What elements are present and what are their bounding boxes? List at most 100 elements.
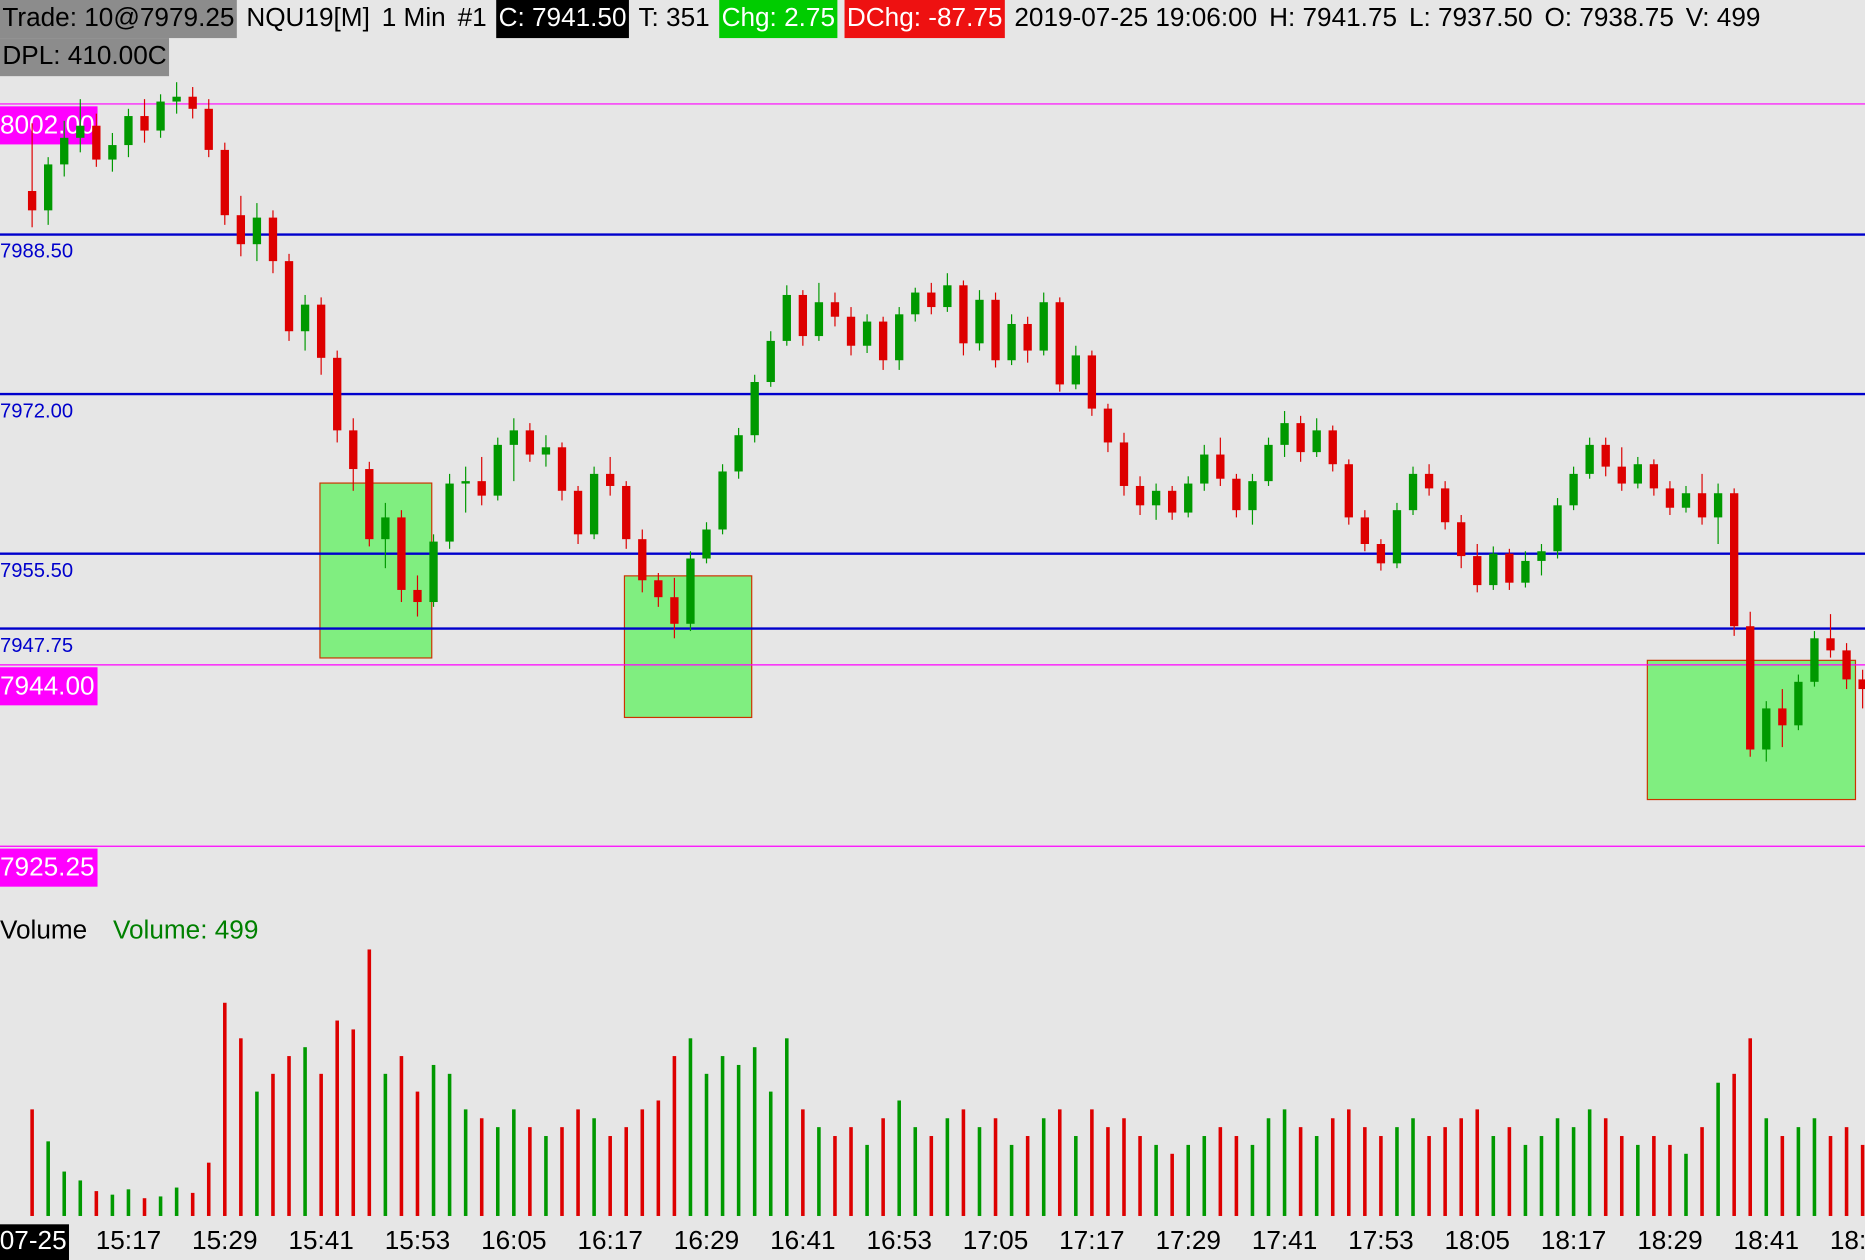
volume-bar (1379, 1136, 1383, 1216)
volume-bar (1266, 1118, 1271, 1216)
candle-body (1055, 302, 1064, 385)
candle-body (1649, 464, 1659, 489)
volume-bar (62, 1171, 67, 1216)
volume-bar (1619, 1136, 1624, 1216)
header-bg (0, 38, 170, 77)
volume-bar (512, 1109, 516, 1216)
header-bg (0, 0, 237, 39)
x-tick-label: 17:17 (1059, 1225, 1124, 1255)
candle-body (1762, 708, 1771, 750)
volume-bar (1106, 1127, 1110, 1216)
volume-bar (206, 1162, 211, 1216)
volume-bar (383, 1073, 388, 1216)
candle-body (1489, 553, 1498, 586)
volume-bar (672, 1056, 677, 1216)
volume-bar (608, 1136, 612, 1216)
zone-box (319, 482, 433, 659)
candle-body (750, 382, 759, 436)
candle-body (44, 164, 53, 211)
x-tick-label: 16:53 (866, 1225, 931, 1255)
volume-bar (1748, 1038, 1753, 1216)
volume-bar (1122, 1118, 1126, 1216)
volume-bar (1459, 1118, 1463, 1216)
candle-body (1328, 430, 1337, 465)
volume-bar (1347, 1109, 1351, 1216)
volume-bar (1363, 1127, 1367, 1216)
header-text: DChg: -87.75 (847, 2, 1003, 32)
volume-bar (736, 1064, 741, 1216)
candle-body (557, 447, 567, 491)
volume-bar (1443, 1127, 1447, 1216)
volume-bar (1074, 1136, 1078, 1216)
volume-title: Volume (0, 915, 87, 945)
volume-bar (479, 1118, 484, 1216)
header-text: 2019-07-25 19:06:00 (1014, 2, 1257, 32)
candle-body (862, 321, 872, 346)
volume-bar (528, 1127, 532, 1216)
candle-body (252, 217, 262, 245)
x-tick-label: 15:41 (288, 1225, 353, 1255)
volume-bar (110, 1194, 115, 1216)
candle-body (670, 597, 679, 624)
candle-body (1617, 466, 1626, 484)
candle-body (1376, 544, 1386, 564)
header-item: #1 (458, 2, 487, 32)
candle-body (1039, 302, 1048, 351)
header-item: DPL: 410.00C (0, 38, 170, 77)
candle-body (413, 589, 422, 603)
volume-bar (993, 1118, 998, 1216)
candle-body (606, 473, 615, 486)
x-tick-label: 15:17 (96, 1225, 161, 1255)
candle-body (1730, 493, 1739, 627)
volume-bar (1025, 1136, 1030, 1216)
volume-bar (1154, 1144, 1158, 1216)
volume-bar (1218, 1127, 1223, 1216)
candle-body (397, 517, 406, 590)
volume-bar (977, 1127, 982, 1216)
volume-bar (1202, 1136, 1207, 1216)
candle-body (1681, 493, 1691, 508)
volume-bar (78, 1180, 83, 1216)
volume-bar (1090, 1109, 1094, 1216)
volume-bar (367, 949, 372, 1216)
volume-bar (1812, 1118, 1817, 1216)
volume-bar (1170, 1153, 1174, 1216)
candle-body (1858, 679, 1865, 690)
level-label: 7988.50 (0, 241, 73, 263)
volume-bar (1636, 1144, 1640, 1216)
candle-body (782, 294, 791, 341)
volume-bar (399, 1056, 404, 1216)
volume-bar (688, 1038, 693, 1216)
candle-body (525, 430, 535, 455)
candle-body (1296, 423, 1305, 453)
volume-bar (1330, 1118, 1335, 1216)
candle-body (316, 304, 326, 358)
candle-body (429, 541, 438, 603)
candle-body (1633, 464, 1642, 484)
x-tick-label: 15:53 (385, 1225, 450, 1255)
volume-bar (945, 1118, 950, 1216)
candle-body (1071, 355, 1080, 385)
volume-bar (704, 1073, 709, 1216)
volume-bar (1668, 1144, 1672, 1216)
volume-bar (1587, 1109, 1592, 1216)
volume-bar (158, 1196, 163, 1216)
candle-body (959, 285, 968, 344)
candle-body (1810, 638, 1819, 682)
volume-bar (94, 1191, 99, 1216)
candle-body (589, 473, 599, 535)
candle-body (686, 558, 695, 624)
candle-body (1713, 493, 1723, 518)
volume-bar (1796, 1127, 1801, 1216)
candle-body (878, 321, 888, 361)
volume-bar (174, 1187, 179, 1216)
volume-bar (913, 1127, 918, 1216)
header-item: T: 351 (638, 2, 709, 32)
volume-bar (447, 1073, 452, 1216)
volume-bar (142, 1198, 147, 1216)
candle-body (1665, 488, 1675, 508)
header-item: L: 7937.50 (1409, 2, 1533, 32)
candle-body (284, 261, 294, 332)
